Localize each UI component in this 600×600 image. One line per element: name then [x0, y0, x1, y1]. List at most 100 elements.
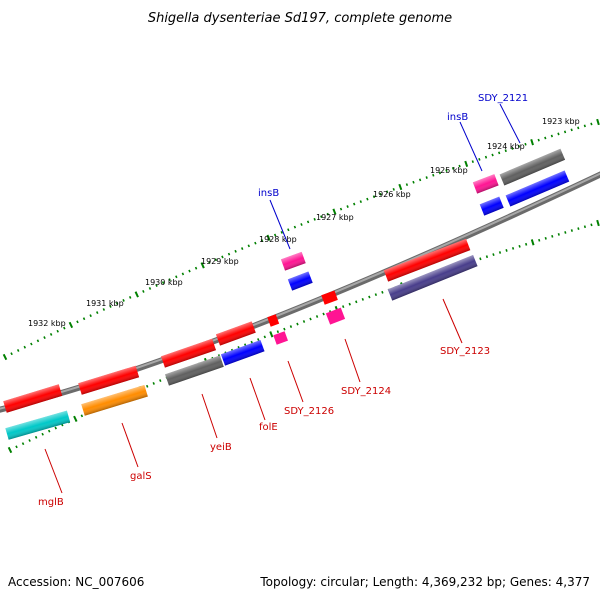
- tick-mark: [381, 290, 384, 294]
- tick-mark: [339, 207, 343, 211]
- tick-mark: [530, 239, 535, 246]
- gene-feature[interactable]: [387, 254, 478, 301]
- tick-mark: [418, 178, 422, 182]
- gene-label[interactable]: SDY_2121: [478, 93, 528, 104]
- tick-mark: [355, 300, 358, 304]
- tick-mark: [155, 284, 158, 287]
- tick-mark: [464, 160, 469, 168]
- tick-mark: [557, 132, 560, 136]
- tick-mark: [208, 261, 211, 264]
- tick-mark: [498, 151, 501, 155]
- tick-mark: [583, 225, 587, 229]
- tick-mark: [596, 118, 600, 126]
- scale-label: 1931 kbp: [86, 299, 124, 308]
- tick-mark: [306, 220, 310, 224]
- tick-mark: [517, 145, 521, 148]
- tick-mark: [214, 258, 218, 262]
- tick-mark: [273, 233, 277, 237]
- gene-feature[interactable]: [3, 384, 63, 413]
- tick-mark: [122, 298, 125, 302]
- tick-mark: [524, 142, 527, 146]
- tick-mark: [280, 230, 283, 234]
- gene-feature[interactable]: [383, 238, 471, 282]
- tick-mark: [445, 169, 448, 173]
- scale-label: 1932 kbp: [28, 319, 66, 328]
- gene-feature[interactable]: [273, 331, 288, 345]
- tick-mark: [7, 446, 13, 454]
- tick-mark: [41, 432, 44, 436]
- scale-label: 1923 kbp: [542, 117, 580, 126]
- tick-mark: [241, 247, 244, 251]
- tick-mark: [145, 384, 149, 388]
- tick-mark: [10, 352, 13, 356]
- gene-feature[interactable]: [165, 355, 224, 386]
- tick-mark: [530, 139, 534, 146]
- tick-mark: [181, 272, 185, 276]
- gene-label[interactable]: SDY_2126: [284, 406, 334, 417]
- gene-feature[interactable]: [325, 307, 346, 325]
- tick-mark: [438, 171, 442, 175]
- scale-labels: 1932 kbp 1931 kbp 1930 kbp 1929 kbp 1928…: [28, 117, 580, 328]
- tick-mark: [200, 262, 205, 269]
- gene-feature[interactable]: [78, 365, 140, 395]
- gene-label[interactable]: galS: [130, 471, 152, 482]
- tick-mark: [313, 217, 316, 221]
- tick-mark: [142, 290, 145, 293]
- gene-feature[interactable]: [479, 196, 504, 216]
- gene-feature[interactable]: [215, 321, 256, 346]
- tick-mark: [36, 339, 40, 343]
- tick-mark: [478, 158, 481, 161]
- tick-mark: [16, 349, 20, 352]
- tick-mark: [269, 331, 274, 338]
- gene-feature[interactable]: [161, 338, 217, 368]
- gene-feature[interactable]: [287, 271, 313, 291]
- gene-label[interactable]: insB: [258, 188, 279, 199]
- gene-label[interactable]: folE: [259, 422, 278, 433]
- tick-mark: [511, 147, 514, 150]
- tick-mark: [596, 219, 600, 227]
- gene-feature[interactable]: [505, 170, 570, 207]
- genome-backbone-highlight: [0, 172, 600, 410]
- tick-mark: [485, 255, 489, 259]
- gene-label[interactable]: mglB: [38, 497, 64, 508]
- tick-mark: [359, 200, 362, 204]
- tick-mark: [159, 379, 162, 382]
- scale-label: 1925 kbp: [430, 166, 468, 175]
- tick-mark: [458, 164, 461, 168]
- tick-mark: [28, 439, 31, 442]
- gene-feature[interactable]: [499, 148, 566, 186]
- gene-label[interactable]: SDY_2123: [440, 346, 490, 357]
- scale-label: 1926 kbp: [373, 190, 411, 199]
- tick-mark: [221, 255, 224, 259]
- tick-mark: [492, 253, 495, 256]
- gene-labels: mglB galS yeiB folE SDY_2126 SDY_2124 SD…: [38, 93, 528, 508]
- tick-mark: [96, 311, 99, 314]
- gene-feature[interactable]: [321, 290, 338, 305]
- tick-mark: [102, 308, 106, 311]
- gene-feature[interactable]: [280, 251, 306, 271]
- tick-mark: [21, 442, 25, 446]
- tick-mark: [544, 136, 547, 140]
- scale-label: 1927 kbp: [316, 213, 354, 222]
- gene-feature[interactable]: [472, 174, 499, 194]
- tick-mark: [47, 429, 51, 433]
- tick-mark: [115, 301, 119, 305]
- gene-feature[interactable]: [220, 339, 265, 366]
- tick-mark: [302, 320, 306, 323]
- tick-mark: [379, 192, 382, 196]
- gene-label[interactable]: SDY_2124: [341, 386, 391, 397]
- genome-backbone: [0, 171, 600, 413]
- tick-mark: [152, 382, 155, 385]
- tick-mark: [366, 197, 369, 201]
- tick-mark: [451, 166, 455, 170]
- gene-feature[interactable]: [267, 314, 280, 327]
- gene-feature[interactable]: [5, 410, 71, 440]
- gene-label[interactable]: insB: [447, 112, 468, 123]
- gene-feature[interactable]: [81, 384, 148, 416]
- tick-mark: [348, 302, 351, 306]
- gene-label[interactable]: yeiB: [210, 442, 232, 453]
- tick-mark: [374, 293, 378, 297]
- tick-mark: [54, 426, 57, 430]
- tick-mark: [43, 336, 46, 340]
- tick-mark: [80, 414, 84, 418]
